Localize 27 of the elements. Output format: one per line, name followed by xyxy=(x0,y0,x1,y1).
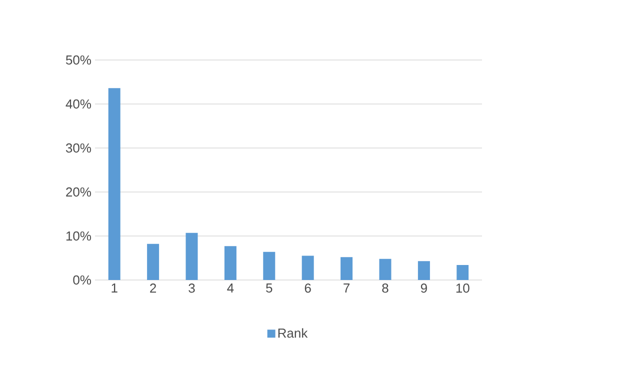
bar xyxy=(456,265,469,280)
y-tick-label: 50% xyxy=(66,55,92,65)
bar xyxy=(263,252,276,280)
x-tick-label: 8 xyxy=(382,284,388,293)
x-tick-label: 4 xyxy=(227,284,234,292)
x-tick-label: 2 xyxy=(150,284,156,293)
bar xyxy=(186,232,198,280)
y-tick-label: 10% xyxy=(66,231,92,241)
y-tick-label: 20% xyxy=(66,187,92,197)
bar xyxy=(379,258,392,280)
x-tick-label: 3 xyxy=(188,284,195,293)
x-tick-label: 1 xyxy=(112,284,118,292)
legend-label: Rank xyxy=(278,328,308,338)
bar xyxy=(108,88,120,280)
y-tick-label: 0% xyxy=(73,275,92,285)
x-tick-label: 6 xyxy=(304,284,311,293)
x-tick-label: 9 xyxy=(420,284,427,293)
x-tick-label: 7 xyxy=(344,284,350,292)
x-tick-label: 5 xyxy=(266,284,272,293)
bar xyxy=(418,261,430,280)
bar xyxy=(302,256,314,280)
bar xyxy=(147,244,160,280)
x-tick-label: 10 xyxy=(456,284,470,293)
y-tick-label: 30% xyxy=(66,143,92,153)
bar xyxy=(224,246,236,280)
y-tick-label: 40% xyxy=(66,99,92,109)
bar xyxy=(340,257,353,280)
